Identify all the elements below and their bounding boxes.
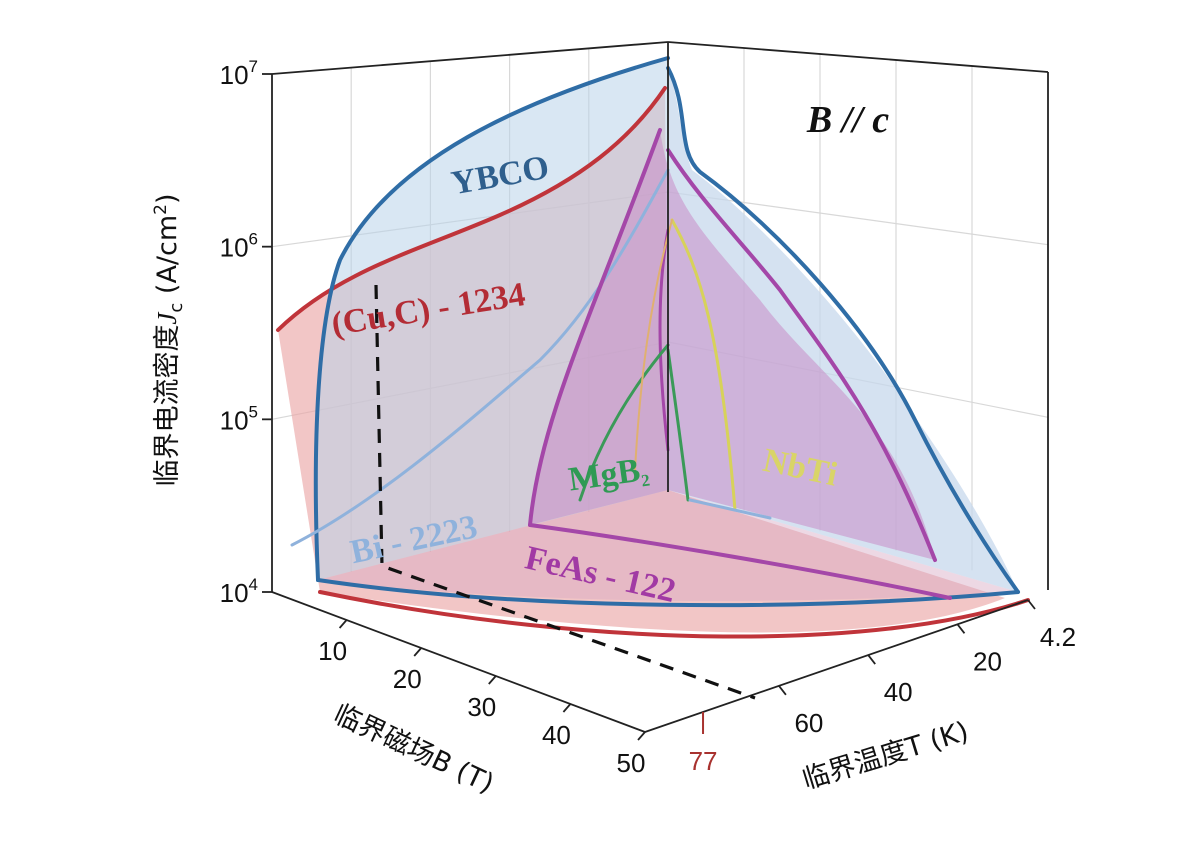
jc-tick-label: 104 [220, 575, 258, 608]
field-tick-mark [488, 675, 497, 685]
jc-tick-base: 10 [220, 578, 249, 608]
series-fcu-surfaces [278, 58, 1018, 633]
field-orientation-annotation: B // c [806, 99, 889, 141]
jc-axis-label: 临界电流密度Jc (A/cm2) [151, 193, 187, 486]
field-tick-mark [637, 731, 646, 741]
temperature-tick-label: 4.2 [1040, 622, 1076, 652]
field-tick-label: 10 [318, 636, 347, 666]
cu-c-1234-curve-jb [276, 86, 667, 332]
series-curves [276, 56, 1030, 639]
jc-axis-label-symbol: J [152, 311, 182, 325]
field-axis-ticks: 10 20 30 40 50 [318, 619, 646, 778]
jc-axis-label-sub: c [166, 303, 187, 313]
nbti-curve-b [634, 219, 673, 471]
temperature-tick-mark [867, 654, 876, 665]
feas-122-curve-jt [666, 148, 937, 562]
temperature-tick-mark [956, 623, 966, 634]
jc-tick-base: 10 [220, 233, 249, 263]
jc-tick-label: 105 [220, 402, 258, 435]
temperature-tick-mark [778, 685, 787, 696]
ybco-curve-jb [313, 56, 670, 582]
feas-122-curve-jb [528, 128, 662, 527]
ybco-curve-floor [316, 578, 1020, 608]
grid-line [667, 191, 1049, 246]
temperature-marker-label: 77 [689, 746, 718, 776]
cu-c-1234-curve-floor [318, 590, 1030, 639]
feas-122-curve-inner [658, 228, 670, 452]
field-tick-label: 20 [393, 664, 422, 694]
jc-tick-exponent: 7 [249, 57, 258, 76]
jc-tick-label: 106 [220, 230, 258, 263]
nbti-curve [670, 218, 737, 512]
temperature-axis-ticks: 4.2 20 40 60 77 [689, 599, 1076, 776]
axes-frame [271, 41, 1049, 733]
mgb2-label-sub: 2 [640, 471, 651, 491]
temperature-tick-mark [1027, 599, 1036, 610]
field-tick-label: 40 [542, 720, 571, 750]
jc-axis-label-unit: (A/cm [152, 215, 183, 303]
temperature-tick-label: 20 [973, 646, 1002, 676]
jc-axis-label-sup: 2 [151, 204, 171, 215]
feas-122-curve-floor [528, 523, 952, 600]
temperature-axis-label: 临界温度T (K) [799, 716, 972, 796]
field-tick-mark [562, 703, 572, 713]
jc-tick-exponent: 4 [249, 575, 258, 594]
jc-tick-exponent: 5 [249, 402, 258, 421]
floor-blue-segment [688, 498, 772, 520]
field-tick-label: 30 [467, 692, 496, 722]
jc-axis-label-close: ) [152, 193, 183, 204]
temperature-tick-label: 60 [794, 708, 823, 738]
jc-tick-base: 10 [220, 60, 249, 90]
mgb2-curve [578, 343, 670, 502]
field-tick-mark [338, 619, 348, 629]
jc-tick-label: 107 [220, 57, 258, 90]
jc-tick-exponent: 6 [249, 230, 258, 249]
ybco-curve-jt [666, 66, 1020, 594]
temperature-tick-label: 40 [884, 677, 913, 707]
bi-2223-curve [290, 168, 670, 547]
mgb2-curve-t [666, 348, 690, 502]
field-tick-mark [413, 647, 422, 657]
field-tick-label: 50 [617, 748, 646, 778]
jc-tick-base: 10 [220, 405, 249, 435]
jc-axis-label-main: 临界电流密度 [152, 325, 183, 487]
